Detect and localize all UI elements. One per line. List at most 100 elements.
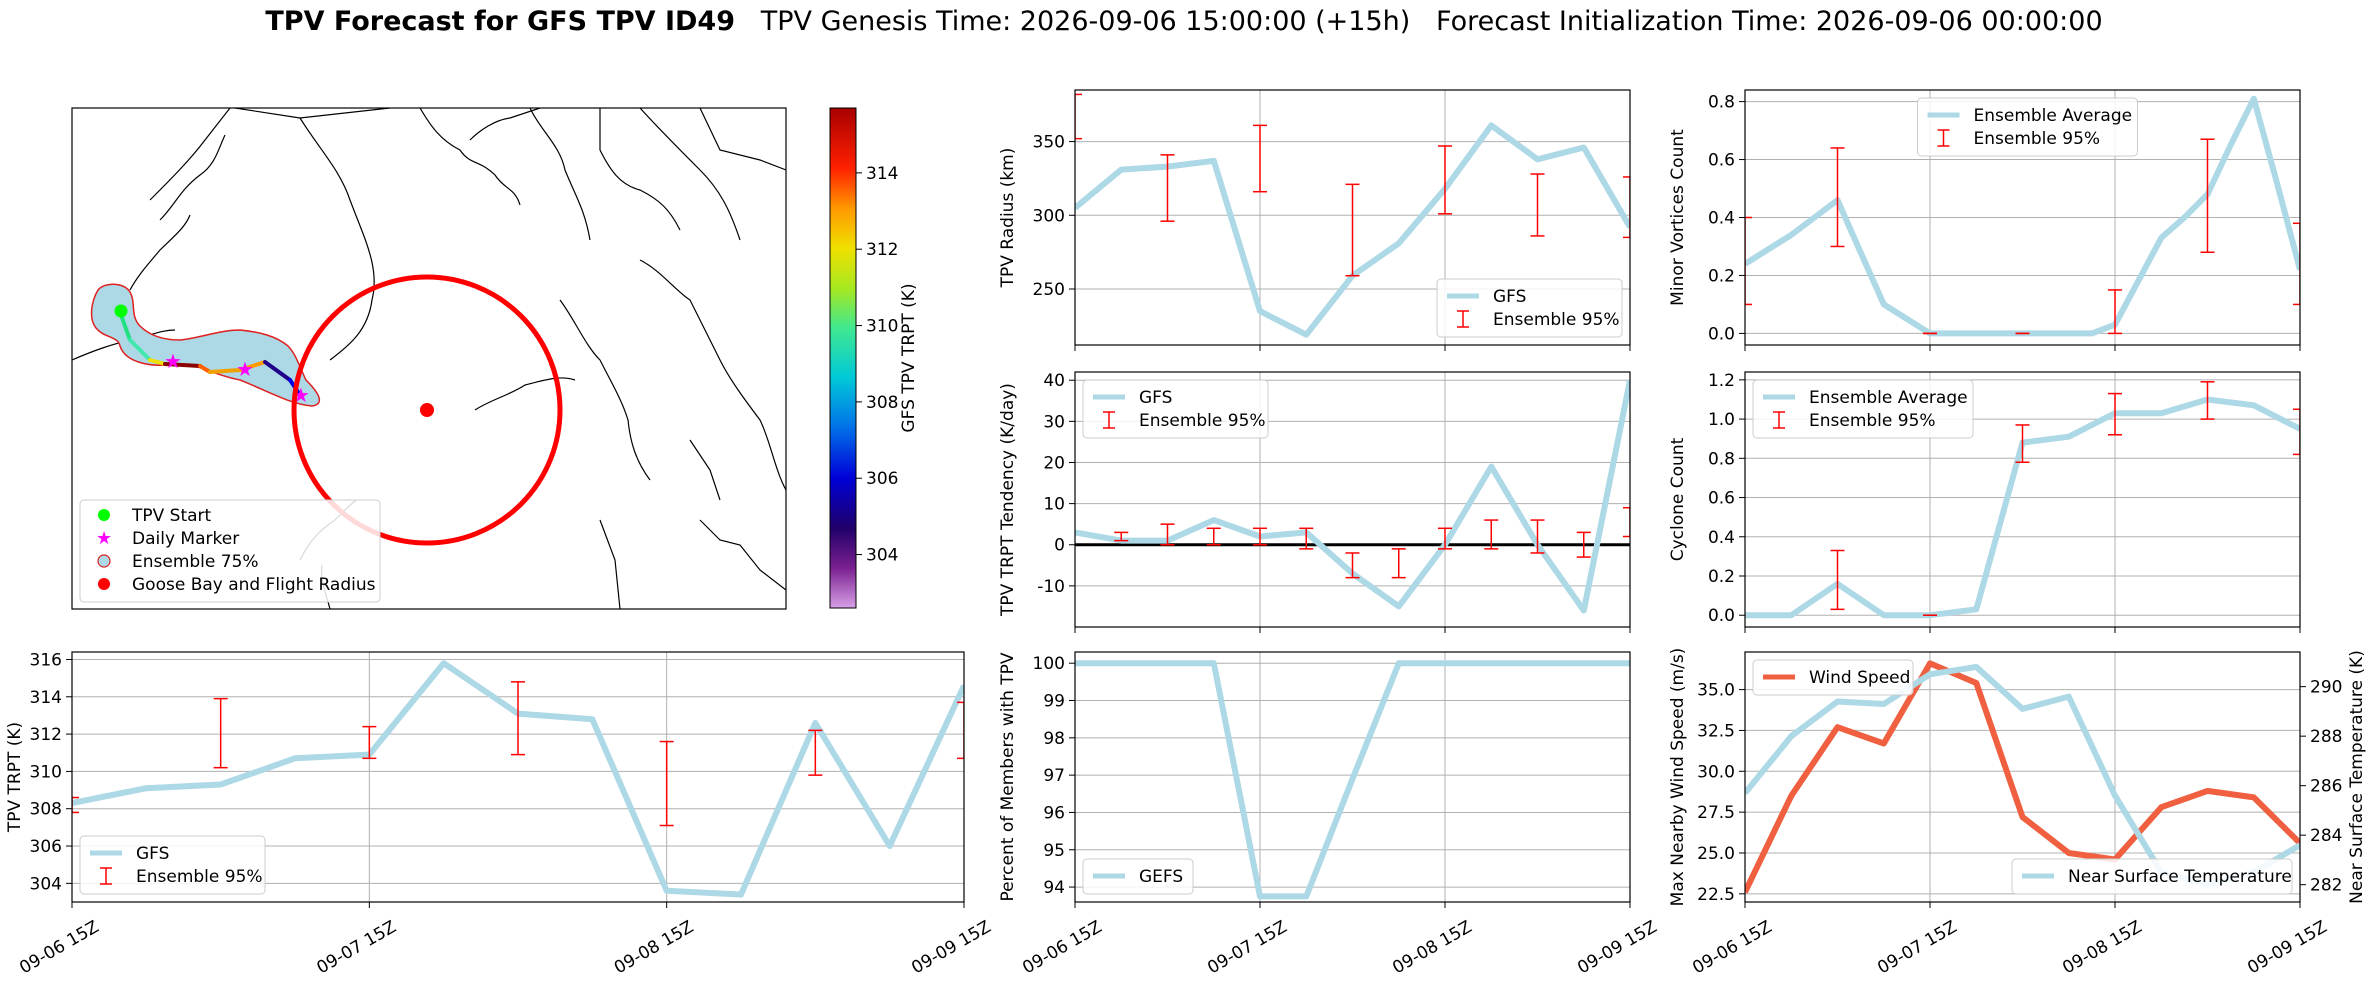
legend-box xyxy=(1082,379,1269,439)
figure-title: TPV Forecast for GFS TPV ID49 TPV Genesi… xyxy=(0,6,2368,37)
errorbar xyxy=(957,701,964,760)
y-axis-label: Cyclone Count xyxy=(1668,437,1688,561)
daily-marker-star-1: ★ xyxy=(164,349,182,373)
y-tick-label: 312 xyxy=(30,725,62,745)
errorbar xyxy=(1438,145,1452,215)
legend: GEFS xyxy=(1082,858,1194,895)
y-tick-label: 100 xyxy=(1033,654,1065,674)
legend: Ensemble Average Ensemble 95% xyxy=(1752,379,1974,439)
y-axis-label: TPV TRPT Tendency (K/day) xyxy=(998,383,1018,617)
y-right-tick-label: 288 xyxy=(2310,727,2342,747)
axes-frame xyxy=(1074,651,1631,903)
y-tick-label: 25.0 xyxy=(1697,844,1735,864)
legend-label-ensemble-75: Ensemble 75% xyxy=(132,552,259,572)
y-tick-label: 0 xyxy=(1054,536,1065,556)
legend-box xyxy=(1917,97,2138,157)
errorbar xyxy=(2108,289,2122,335)
x-tick-label: 09-07 15Z xyxy=(1874,917,1960,978)
y-tick-label: 30.0 xyxy=(1697,762,1735,782)
y-tick-label: 99 xyxy=(1043,692,1065,712)
errorbar xyxy=(1830,549,1845,611)
y-tick-label: 304 xyxy=(30,874,62,894)
figure-title-bold: TPV Forecast for GFS TPV ID49 xyxy=(265,6,735,37)
goose-bay-marker xyxy=(420,403,434,417)
axes-frame xyxy=(1074,89,1631,346)
legend-label: Ensemble 95% xyxy=(136,867,263,887)
y-axis-label: TPV TRPT (K) xyxy=(5,722,25,833)
map-frame xyxy=(71,107,787,610)
plot-area xyxy=(1075,93,1630,338)
errorbar xyxy=(1075,93,1082,140)
colorbar-label: GFS TPV TRPT (K) xyxy=(899,283,919,432)
errorbar xyxy=(2200,381,2215,420)
errorbar xyxy=(511,681,525,756)
x-tick-label: 09-08 15Z xyxy=(2059,917,2145,978)
legend: GFS Ensemble 95% xyxy=(1436,278,1623,338)
legend-marker-tpv-start xyxy=(98,509,110,521)
y-tick-label: 96 xyxy=(1043,803,1065,823)
y-tick-label: -10 xyxy=(1037,577,1065,597)
y-right-tick-label: 286 xyxy=(2310,777,2342,797)
axes-frame xyxy=(71,651,965,903)
y-tick-label: 0.8 xyxy=(1708,449,1735,469)
y-tick-label: 0.8 xyxy=(1708,93,1735,113)
errorbar xyxy=(2293,222,2300,306)
y-axis-label: Minor Vortices Count xyxy=(1668,129,1688,306)
x-tick-label: 09-06 15Z xyxy=(1689,917,1775,978)
errorbar xyxy=(2293,408,2300,456)
legend-marker-goose-bay xyxy=(98,578,110,590)
ensemble-75-area xyxy=(90,283,321,407)
y-tick-label: 0.2 xyxy=(1708,266,1735,286)
y-right-axis-label: Near Surface Temperature (K) xyxy=(2347,650,2367,904)
legend-label-daily-marker: Daily Marker xyxy=(132,529,239,549)
y-tick-label: 0.0 xyxy=(1708,606,1735,626)
legend: Wind Speed xyxy=(1752,659,1914,696)
y-tick-label: 20 xyxy=(1043,453,1065,473)
tpv-track xyxy=(118,310,302,397)
y-tick-label: 300 xyxy=(1033,206,1065,226)
errorbar xyxy=(2108,392,2122,436)
errorbar xyxy=(1623,176,1630,239)
series-line-near-surface-temperature xyxy=(1745,663,2300,888)
errorbar xyxy=(1345,183,1360,277)
legend-label: Ensemble 95% xyxy=(1493,310,1620,330)
legend: Ensemble Average Ensemble 95% xyxy=(1917,97,2138,157)
y-tick-label: 0.4 xyxy=(1708,528,1735,548)
errorbar xyxy=(1745,216,1752,306)
legend-label: Ensemble Average xyxy=(1974,106,2133,126)
colorbar-tick-label: 312 xyxy=(866,240,898,260)
y-axis-label: Percent of Members with TPV xyxy=(998,652,1018,901)
errorbar xyxy=(1623,506,1630,538)
legend-box xyxy=(1752,659,1914,696)
errorbar xyxy=(1206,527,1221,546)
map-legend: TPV Start ★ Daily Marker Ensemble 75% Go… xyxy=(79,499,381,603)
y-tick-label: 308 xyxy=(30,800,62,820)
y-tick-label: 94 xyxy=(1043,878,1065,898)
errorbar xyxy=(1830,147,1845,248)
legend-box xyxy=(1436,278,1623,338)
plot-area xyxy=(1075,379,1630,614)
y-axis-label: Max Nearby Wind Speed (m/s) xyxy=(1668,648,1688,907)
legend: GFS Ensemble 95% xyxy=(79,835,266,895)
errorbar xyxy=(1530,173,1545,237)
y-tick-label: 250 xyxy=(1033,280,1065,300)
legend-box xyxy=(2011,858,2293,895)
errorbar xyxy=(1253,527,1267,546)
x-tick-label: 09-09 15Z xyxy=(2244,917,2330,978)
colorbar-tick-label: 304 xyxy=(866,546,898,566)
y-tick-label: 95 xyxy=(1043,841,1065,861)
plot-area xyxy=(1745,660,2300,894)
y-tick-label: 1.2 xyxy=(1708,371,1735,391)
errorbar xyxy=(659,740,674,827)
legend-box xyxy=(1752,379,1974,439)
figure-title-rest: TPV Genesis Time: 2026-09-06 15:00:00 (+… xyxy=(735,6,2103,37)
y-right-tick-label: 290 xyxy=(2310,678,2342,698)
axes-frame xyxy=(1744,371,2301,628)
plot-area xyxy=(1075,660,1630,900)
